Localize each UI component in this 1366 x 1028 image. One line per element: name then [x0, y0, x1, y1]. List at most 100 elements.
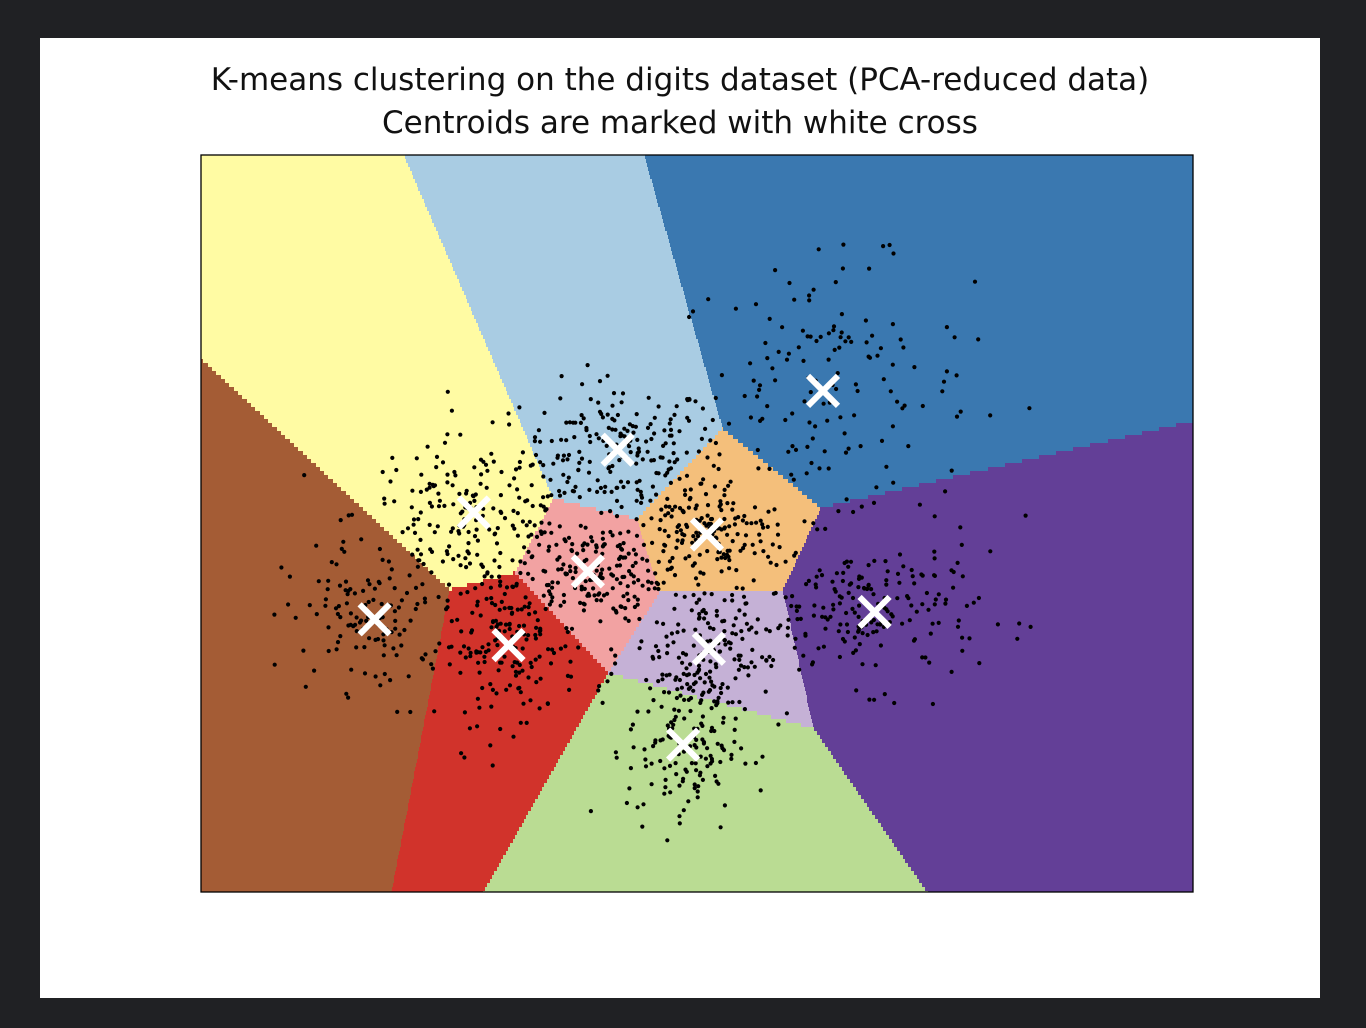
data-point [898, 337, 903, 342]
region-strip [804, 683, 1193, 688]
data-point [725, 552, 730, 557]
data-point [413, 585, 419, 591]
region-strip [201, 679, 433, 684]
region-strip [444, 615, 557, 620]
data-point [694, 530, 699, 535]
data-point [733, 306, 739, 311]
region-strip [424, 723, 580, 728]
region-strip [533, 535, 643, 540]
region-strip [406, 159, 647, 164]
region-strip [201, 287, 463, 292]
region-strip [787, 579, 1193, 584]
data-point [498, 550, 503, 556]
data-point [650, 540, 655, 545]
region-strip [485, 887, 926, 892]
region-strip [658, 495, 808, 500]
region-strip [788, 479, 937, 484]
region-strip [605, 667, 612, 672]
data-point [528, 463, 533, 468]
region-strip [580, 503, 651, 508]
region-strip [839, 763, 1193, 768]
region-strip [506, 387, 712, 392]
data-point [389, 567, 394, 572]
data-point [526, 571, 531, 576]
data-point [897, 580, 902, 585]
data-point [279, 565, 284, 570]
data-point [555, 580, 561, 585]
data-point [926, 607, 931, 612]
data-point [337, 583, 343, 588]
data-point [594, 543, 599, 548]
region-strip [414, 775, 550, 780]
region-strip [201, 675, 434, 680]
data-point [722, 638, 728, 643]
region-strip [546, 479, 674, 484]
data-point [344, 691, 349, 696]
region-strip [201, 303, 470, 308]
region-strip [696, 335, 1193, 340]
region-strip [836, 759, 1193, 764]
data-point [752, 551, 757, 556]
region-strip [815, 519, 1193, 524]
region-strip [856, 787, 1193, 792]
data-point [491, 506, 496, 511]
data-point [663, 777, 668, 783]
data-point [874, 629, 879, 634]
data-point [910, 574, 915, 579]
data-point [725, 685, 730, 690]
data-point [770, 542, 775, 547]
data-point [756, 466, 761, 471]
region-strip [867, 803, 1193, 808]
data-point [650, 484, 656, 489]
region-strip [639, 623, 792, 628]
data-point [659, 507, 664, 512]
data-point [672, 717, 677, 723]
data-point [873, 663, 878, 668]
data-point [697, 667, 702, 672]
data-point [392, 586, 397, 591]
region-strip [523, 555, 650, 560]
data-point [382, 496, 387, 501]
data-point [701, 741, 707, 746]
region-strip [201, 711, 427, 716]
region-strip [988, 467, 1193, 472]
data-point [618, 581, 623, 586]
region-strip [201, 743, 421, 748]
data-point [721, 720, 726, 725]
region-strip [654, 599, 786, 604]
data-point [772, 507, 777, 512]
data-point [722, 598, 727, 603]
data-point [708, 438, 713, 443]
region-strip [201, 203, 426, 208]
region-strip [658, 203, 1193, 208]
data-point [892, 700, 897, 706]
data-point [856, 628, 861, 633]
data-point [717, 452, 722, 457]
data-point [498, 726, 503, 732]
region-strip [728, 431, 1143, 436]
data-point [437, 641, 442, 646]
region-strip [201, 311, 473, 316]
region-strip [201, 255, 449, 260]
region-strip [201, 155, 406, 160]
data-point [733, 676, 738, 681]
region-strip [234, 387, 507, 392]
data-point [801, 653, 806, 658]
region-strip [452, 263, 677, 268]
region-strip [669, 239, 1193, 244]
region-strip [810, 711, 1193, 716]
data-point [870, 333, 875, 338]
data-point [631, 430, 636, 435]
region-strip [806, 691, 1193, 696]
data-point [747, 627, 752, 632]
region-strip [201, 483, 338, 488]
region-strip [809, 531, 1193, 536]
data-point [732, 657, 737, 662]
data-point [654, 470, 659, 476]
region-strip [424, 719, 582, 724]
data-point [741, 546, 746, 551]
region-strip [535, 531, 642, 536]
data-point [565, 629, 570, 635]
data-point [605, 679, 610, 684]
region-strip [201, 475, 329, 480]
